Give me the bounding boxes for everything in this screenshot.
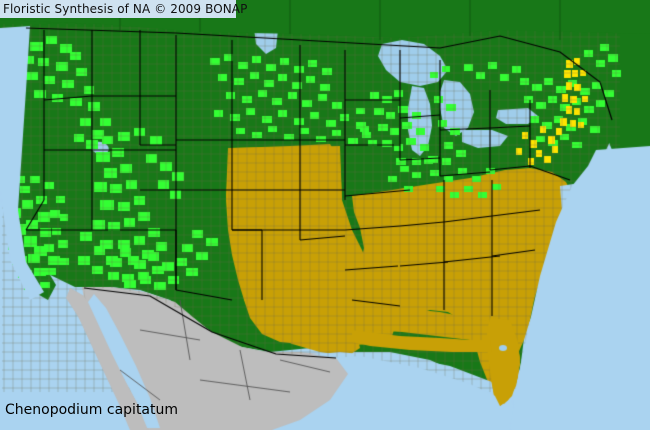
- map-title-text: Floristic Synthesis of NA © 2009 BONAP: [3, 2, 248, 16]
- map-title-bar: Floristic Synthesis of NA © 2009 BONAP: [0, 0, 247, 18]
- species-name-label: Chenopodium capitatum: [5, 402, 179, 418]
